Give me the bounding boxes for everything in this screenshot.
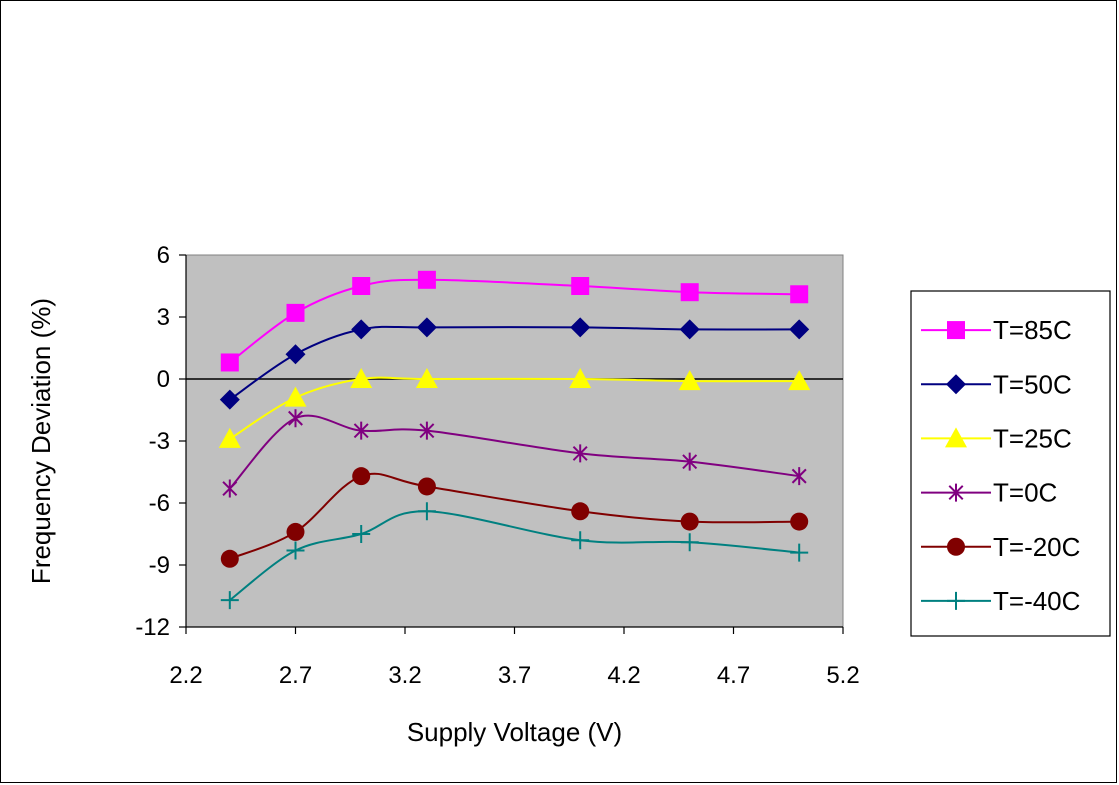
series-T=50C (219, 317, 810, 410)
tick-labels: 6 3 0 -3 -6 -9 -12 2.2 2.7 3.2 3.7 4.2 4.7 5.2 (135, 242, 859, 689)
legend-label: T=85C (993, 315, 1072, 345)
data-point (218, 427, 241, 448)
series-T=0C (222, 409, 807, 498)
data-point (351, 319, 372, 340)
data-point (219, 389, 240, 410)
y-tick-label: -12 (135, 614, 170, 641)
x-tick-label: 3.7 (498, 662, 531, 689)
data-point (352, 467, 371, 486)
legend-entry: T=85C (921, 315, 1072, 345)
data-point (682, 452, 698, 471)
series-group (218, 270, 811, 610)
x-axis-title: Supply Voltage (V) (407, 717, 622, 747)
legend-swatch-marker (945, 427, 967, 448)
legend-entry: T=-40C (921, 586, 1080, 616)
legend-entry: T=-20C (921, 532, 1080, 562)
legend-entry: T=25C (921, 423, 1072, 453)
legend-box (910, 290, 1111, 637)
data-point (286, 522, 305, 541)
legend-swatch-marker (947, 321, 965, 340)
legend-label: T=50C (993, 369, 1072, 399)
data-point (220, 591, 239, 610)
data-point (220, 353, 239, 372)
data-point (353, 421, 369, 440)
legend-swatch-marker (947, 591, 965, 610)
legend-swatch-marker (947, 537, 965, 556)
data-point (790, 543, 809, 562)
series-T=85C (220, 270, 809, 372)
data-point (788, 370, 811, 391)
data-point (415, 368, 438, 388)
data-point (569, 368, 592, 388)
x-tick-label: 3.2 (388, 662, 421, 689)
data-point (571, 277, 590, 295)
data-point (284, 386, 307, 407)
data-point (417, 477, 436, 496)
y-tick-label: -6 (149, 490, 170, 517)
data-point (417, 502, 436, 521)
legend-label: T=25C (993, 423, 1072, 453)
legend-label: T=-20C (993, 532, 1080, 562)
data-point (571, 502, 590, 521)
data-point (680, 512, 699, 531)
legend-entry: T=0C (921, 478, 1057, 508)
y-tick-label: 6 (157, 242, 170, 269)
x-tick-label: 4.2 (607, 662, 640, 689)
legend-label: T=-40C (993, 586, 1080, 616)
legend-swatch-marker (948, 483, 964, 502)
y-axis-title: Frequency Deviation (%) (26, 298, 56, 584)
data-point (288, 409, 303, 428)
x-tick-label: 5.2 (826, 662, 859, 689)
legend-entry: T=50C (921, 369, 1072, 399)
x-tick-label: 4.7 (717, 662, 750, 689)
data-point (680, 283, 699, 302)
data-point (286, 541, 305, 560)
data-point (678, 370, 701, 391)
data-point (222, 479, 238, 498)
data-point (350, 368, 373, 388)
data-point (419, 421, 435, 440)
x-tick-label: 2.2 (169, 662, 202, 689)
series-T=-20C (220, 467, 809, 568)
y-tick-label: -9 (149, 552, 170, 579)
data-point (416, 317, 437, 338)
data-point (571, 531, 590, 550)
data-point (352, 277, 371, 295)
axis-ticks (179, 254, 844, 634)
plot-area (185, 254, 844, 628)
data-point (570, 317, 591, 338)
y-tick-label: 3 (157, 304, 170, 331)
legend-label: T=0C (993, 478, 1057, 508)
x-tick-label: 2.7 (279, 662, 312, 689)
legend: T=85C T=50C T=25C T=0C T=-20C T=-40C (910, 290, 1111, 637)
data-point (680, 533, 699, 552)
y-tick-label: -3 (149, 428, 170, 455)
data-point (285, 344, 306, 365)
series-T=-40C (220, 502, 809, 610)
data-point (679, 319, 700, 340)
data-point (572, 444, 588, 463)
data-point (789, 319, 810, 340)
data-point (790, 285, 809, 304)
data-point (417, 270, 436, 289)
data-point (286, 303, 305, 322)
legend-swatch-marker (946, 374, 966, 395)
series-T=25C (218, 368, 811, 448)
data-point (352, 525, 371, 543)
data-point (220, 549, 239, 568)
y-tick-label: 0 (157, 366, 170, 393)
data-point (791, 467, 807, 486)
data-point (790, 512, 809, 531)
